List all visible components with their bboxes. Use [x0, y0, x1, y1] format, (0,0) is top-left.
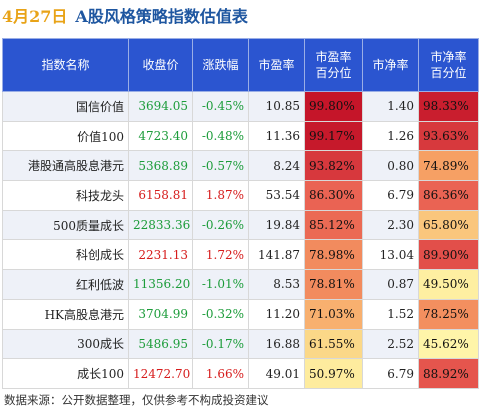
- table-body: 国信价值 3694.05 -0.45% 10.85 99.80% 1.40 98.33% 价值…: [2, 91, 479, 389]
- cell-change: 1.72%: [192, 239, 249, 271]
- page-title: A股风格策略指数估值表: [75, 7, 248, 26]
- cell-close-price: 3704.99: [128, 298, 193, 330]
- cell-close-price: 11356.20: [128, 269, 193, 300]
- cell-pe: 16.88: [248, 328, 305, 360]
- cell-pb-percentile: 93.63%: [418, 120, 479, 152]
- cell-pb: 13.04: [362, 239, 419, 271]
- table-row: 红利低波 11356.20 -1.01% 8.53 78.81% 0.87 49.50%: [2, 269, 479, 300]
- cell-pb-percentile: 89.90%: [418, 239, 479, 271]
- cell-change: -0.17%: [192, 328, 249, 360]
- cell-pe: 11.20: [248, 298, 305, 330]
- cell-change: 1.66%: [192, 358, 249, 389]
- cell-pe-percentile: 78.98%: [304, 239, 363, 271]
- cell-pb: 0.87: [362, 269, 419, 300]
- cell-pb: 1.26: [362, 120, 419, 152]
- cell-pb: 1.52: [362, 298, 419, 330]
- cell-pe: 8.53: [248, 269, 305, 300]
- cell-close-price: 12472.70: [128, 358, 193, 389]
- header-price: 收盘价: [128, 38, 193, 92]
- cell-index-name: 科技龙头: [2, 180, 129, 211]
- cell-pe-percentile: 78.81%: [304, 269, 363, 300]
- table-row: 国信价值 3694.05 -0.45% 10.85 99.80% 1.40 98.33%: [2, 91, 479, 122]
- cell-pb-percentile: 78.25%: [418, 298, 479, 330]
- cell-change: -1.01%: [192, 269, 249, 300]
- cell-close-price: 2231.13: [128, 239, 193, 271]
- cell-pb-percentile: 74.89%: [418, 150, 479, 182]
- cell-index-name: 300成长: [2, 328, 129, 360]
- cell-pe: 49.01: [248, 358, 305, 389]
- cell-close-price: 5368.89: [128, 150, 193, 182]
- cell-pe-percentile: 85.12%: [304, 209, 363, 241]
- cell-pe: 19.84: [248, 209, 305, 241]
- table-row: 科创成长 2231.13 1.72% 141.87 78.98% 13.04 89.90%: [2, 239, 479, 271]
- cell-index-name: 500质量成长: [2, 209, 129, 241]
- cell-change: -0.48%: [192, 120, 249, 152]
- cell-index-name: 港股通高股息港元: [2, 150, 129, 182]
- table-row: 300成长 5486.95 -0.17% 16.88 61.55% 2.52 45.62%: [2, 328, 479, 360]
- cell-change: -0.57%: [192, 150, 249, 182]
- cell-pe-percentile: 86.30%: [304, 180, 363, 211]
- cell-pe-percentile: 50.97%: [304, 358, 363, 389]
- cell-pe-percentile: 93.82%: [304, 150, 363, 182]
- cell-close-price: 6158.81: [128, 180, 193, 211]
- cell-pe-percentile: 99.17%: [304, 120, 363, 152]
- footer-note: 数据来源：公开数据整理，仅供参考不构成投资建议: [4, 393, 269, 407]
- cell-pb-percentile: 65.80%: [418, 209, 479, 241]
- cell-index-name: 科创成长: [2, 239, 129, 271]
- cell-change: -0.32%: [192, 298, 249, 330]
- cell-close-price: 4723.40: [128, 120, 193, 152]
- header-pb-percentile-line1: 市净率: [430, 50, 467, 64]
- cell-index-name: 成长100: [2, 358, 129, 389]
- header-row: 指数名称 收盘价 涨跌幅 市盈率 市盈率 百分位 市净率 市净率 百分位: [2, 38, 479, 92]
- cell-pe-percentile: 99.80%: [304, 91, 363, 122]
- cell-pb: 1.40: [362, 91, 419, 122]
- cell-close-price: 5486.95: [128, 328, 193, 360]
- header-name: 指数名称: [2, 38, 129, 92]
- cell-pe-percentile: 61.55%: [304, 328, 363, 360]
- cell-pe: 141.87: [248, 239, 305, 271]
- table-row: HK高股息港元 3704.99 -0.32% 11.20 71.03% 1.52 78.25…: [2, 298, 479, 330]
- cell-change: -0.26%: [192, 209, 249, 241]
- table-row: 港股通高股息港元 5368.89 -0.57% 8.24 93.82% 0.80 74.89…: [2, 150, 479, 182]
- header-change: 涨跌幅: [192, 38, 249, 92]
- header-pe-percentile-line1: 市盈率: [315, 50, 352, 64]
- title-bar: 4月27日 A股风格策略指数估值表: [0, 0, 480, 30]
- cell-pe-percentile: 71.03%: [304, 298, 363, 330]
- cell-index-name: 国信价值: [2, 91, 129, 122]
- table-row: 成长100 12472.70 1.66% 49.01 50.97% 6.79 88.92%: [2, 358, 479, 389]
- header-pe: 市盈率: [248, 38, 305, 92]
- header-pb-percentile: 市净率 百分位: [418, 38, 479, 92]
- cell-pb: 6.79: [362, 358, 419, 389]
- cell-pe: 53.54: [248, 180, 305, 211]
- table-row: 价值100 4723.40 -0.48% 11.36 99.17% 1.26 93.63%: [2, 120, 479, 152]
- cell-index-name: 价值100: [2, 120, 129, 152]
- cell-pb-percentile: 88.92%: [418, 358, 479, 389]
- cell-pb: 6.79: [362, 180, 419, 211]
- cell-pb-percentile: 45.62%: [418, 328, 479, 360]
- table-row: 500质量成长 22833.36 -0.26% 19.84 85.12% 2.30 65.8…: [2, 209, 479, 241]
- table-row: 科技龙头 6158.81 1.87% 53.54 86.30% 6.79 86.36%: [2, 180, 479, 211]
- cell-pb: 0.80: [362, 150, 419, 182]
- cell-pe: 8.24: [248, 150, 305, 182]
- header-pe-percentile: 市盈率 百分位: [304, 38, 363, 92]
- header-pb: 市净率: [362, 38, 419, 92]
- cell-close-price: 3694.05: [128, 91, 193, 122]
- cell-pe: 11.36: [248, 120, 305, 152]
- cell-pe: 10.85: [248, 91, 305, 122]
- header-pe-percentile-line2: 百分位: [315, 66, 352, 80]
- title-date: 4月27日: [2, 7, 68, 26]
- cell-pb: 2.30: [362, 209, 419, 241]
- valuation-table: 指数名称 收盘价 涨跌幅 市盈率 市盈率 百分位 市净率 市净率 百分位 国信价…: [2, 38, 479, 389]
- cell-pb-percentile: 86.36%: [418, 180, 479, 211]
- cell-pb: 2.52: [362, 328, 419, 360]
- cell-index-name: 红利低波: [2, 269, 129, 300]
- cell-close-price: 22833.36: [128, 209, 193, 241]
- cell-change: 1.87%: [192, 180, 249, 211]
- cell-pb-percentile: 49.50%: [418, 269, 479, 300]
- cell-index-name: HK高股息港元: [2, 298, 129, 330]
- cell-change: -0.45%: [192, 91, 249, 122]
- header-pb-percentile-line2: 百分位: [430, 66, 467, 80]
- cell-pb-percentile: 98.33%: [418, 91, 479, 122]
